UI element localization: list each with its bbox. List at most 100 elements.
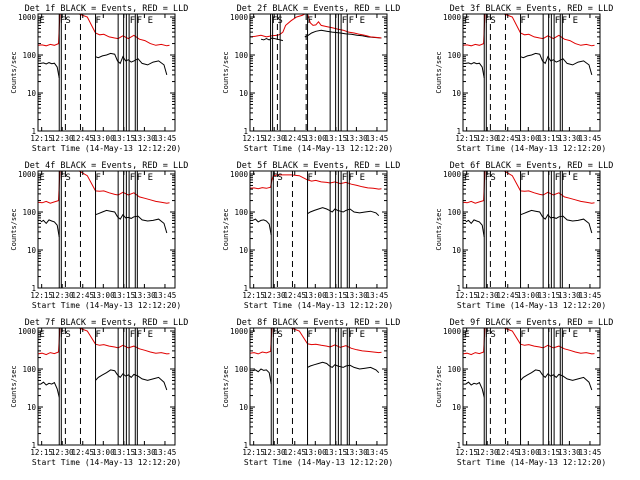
x-tick-label: 13:30: [558, 134, 581, 143]
segment-label: F: [485, 330, 490, 340]
y-tick-label: 10: [452, 89, 462, 98]
x-tick-label: 13:30: [345, 448, 368, 457]
y-tick-label: 10: [239, 403, 249, 412]
segment-label: F: [342, 16, 347, 26]
segment-label: S: [65, 16, 70, 26]
lld-series-line: [37, 170, 170, 204]
x-axis-label: Start Time (14-May-13 12:12:20): [32, 144, 181, 153]
x-tick-label: 13:45: [579, 448, 602, 457]
segment-label: F: [130, 173, 135, 183]
panel-title: Det 2f BLACK = Events, RED = LLD: [237, 4, 401, 14]
x-axis-label: Start Time (14-May-13 12:12:20): [244, 144, 393, 153]
x-tick-label: 12:30: [263, 291, 286, 300]
segment-label: S: [277, 173, 282, 183]
x-tick-label: 12:30: [263, 134, 286, 143]
y-tick-label: 10: [452, 403, 462, 412]
segment-label: E: [360, 173, 365, 183]
y-axis-label: Counts/sec: [222, 51, 230, 93]
y-axis-label: Counts/sec: [222, 208, 230, 250]
y-tick-label: 10: [27, 246, 37, 255]
lld-series-line: [37, 327, 170, 356]
y-axis-label: Counts/sec: [435, 51, 443, 93]
x-tick-label: 12:15: [242, 134, 265, 143]
y-tick-label: 1000: [18, 170, 37, 179]
x-tick-label: 12:30: [263, 448, 286, 457]
x-tick-label: 13:00: [517, 448, 540, 457]
segment-label: S: [65, 173, 70, 183]
x-tick-label: 12:15: [455, 134, 478, 143]
x-tick-label: 13:30: [345, 134, 368, 143]
y-tick-label: 100: [22, 208, 36, 217]
x-tick-label: 12:15: [30, 448, 53, 457]
events-series-line: [252, 361, 380, 385]
segment-label: F: [96, 173, 101, 183]
y-tick-label: 100: [447, 365, 461, 374]
segment-label: F: [308, 16, 313, 26]
x-tick-label: 12:45: [283, 291, 306, 300]
x-axis-label: Start Time (14-May-13 12:12:20): [457, 301, 606, 310]
x-tick-label: 13:45: [366, 134, 389, 143]
segment-label: S: [490, 16, 495, 26]
y-tick-label: 1: [243, 284, 248, 293]
plot-frame: [37, 327, 176, 446]
y-tick-label: 1000: [443, 327, 462, 336]
x-tick-label: 13:00: [304, 134, 327, 143]
y-axis-label: Counts/sec: [10, 365, 18, 407]
y-tick-label: 1000: [18, 327, 37, 336]
segment-label: F: [562, 173, 567, 183]
segment-label: E: [573, 173, 578, 183]
y-tick-label: 1: [31, 127, 36, 136]
events-series-line: [465, 369, 593, 398]
panel-title: Det 3f BLACK = Events, RED = LLD: [450, 4, 614, 14]
panel-title: Det 5f BLACK = Events, RED = LLD: [237, 161, 401, 171]
x-tick-label: 12:30: [476, 448, 499, 457]
segment-label: F: [521, 16, 526, 26]
segment-label: E: [148, 173, 153, 183]
x-tick-label: 13:45: [154, 291, 177, 300]
plot-frame: [462, 170, 601, 289]
events-series-line: [465, 52, 593, 78]
segment-label: E: [464, 173, 469, 183]
segment-label: E: [148, 330, 153, 340]
y-tick-label: 1: [243, 441, 248, 450]
x-tick-label: 13:00: [517, 134, 540, 143]
x-axis-label: Start Time (14-May-13 12:12:20): [457, 144, 606, 153]
plot-frame: [37, 170, 176, 289]
events-series-line: [40, 209, 168, 238]
y-tick-label: 10: [239, 246, 249, 255]
events-series-line: [40, 369, 168, 398]
x-tick-label: 13:30: [133, 134, 156, 143]
x-tick-label: 13:15: [113, 448, 136, 457]
segment-label: F: [521, 330, 526, 340]
x-tick-label: 13:15: [325, 448, 348, 457]
x-tick-label: 12:15: [455, 448, 478, 457]
events-series-line: [40, 52, 168, 78]
y-tick-label: 100: [234, 365, 248, 374]
segment-label: F: [60, 173, 65, 183]
plot-frame: [37, 13, 176, 132]
plot-frame: [249, 327, 388, 446]
segment-label: F: [60, 16, 65, 26]
x-tick-label: 13:45: [154, 134, 177, 143]
segment-label: S: [490, 173, 495, 183]
y-tick-label: 10: [452, 246, 462, 255]
x-tick-label: 13:30: [133, 291, 156, 300]
segment-label: E: [464, 330, 469, 340]
x-tick-label: 13:45: [366, 291, 389, 300]
segment-label: S: [490, 330, 495, 340]
plot-frame: [249, 13, 388, 132]
segment-label: E: [573, 16, 578, 26]
segment-label: F: [349, 330, 354, 340]
y-tick-label: 1000: [443, 170, 462, 179]
segment-label: F: [521, 173, 526, 183]
events-series-line: [465, 209, 593, 238]
panel-title: Det 7f BLACK = Events, RED = LLD: [25, 318, 189, 328]
segment-label: F: [137, 330, 142, 340]
y-tick-label: 100: [447, 51, 461, 60]
segment-label: E: [464, 16, 469, 26]
